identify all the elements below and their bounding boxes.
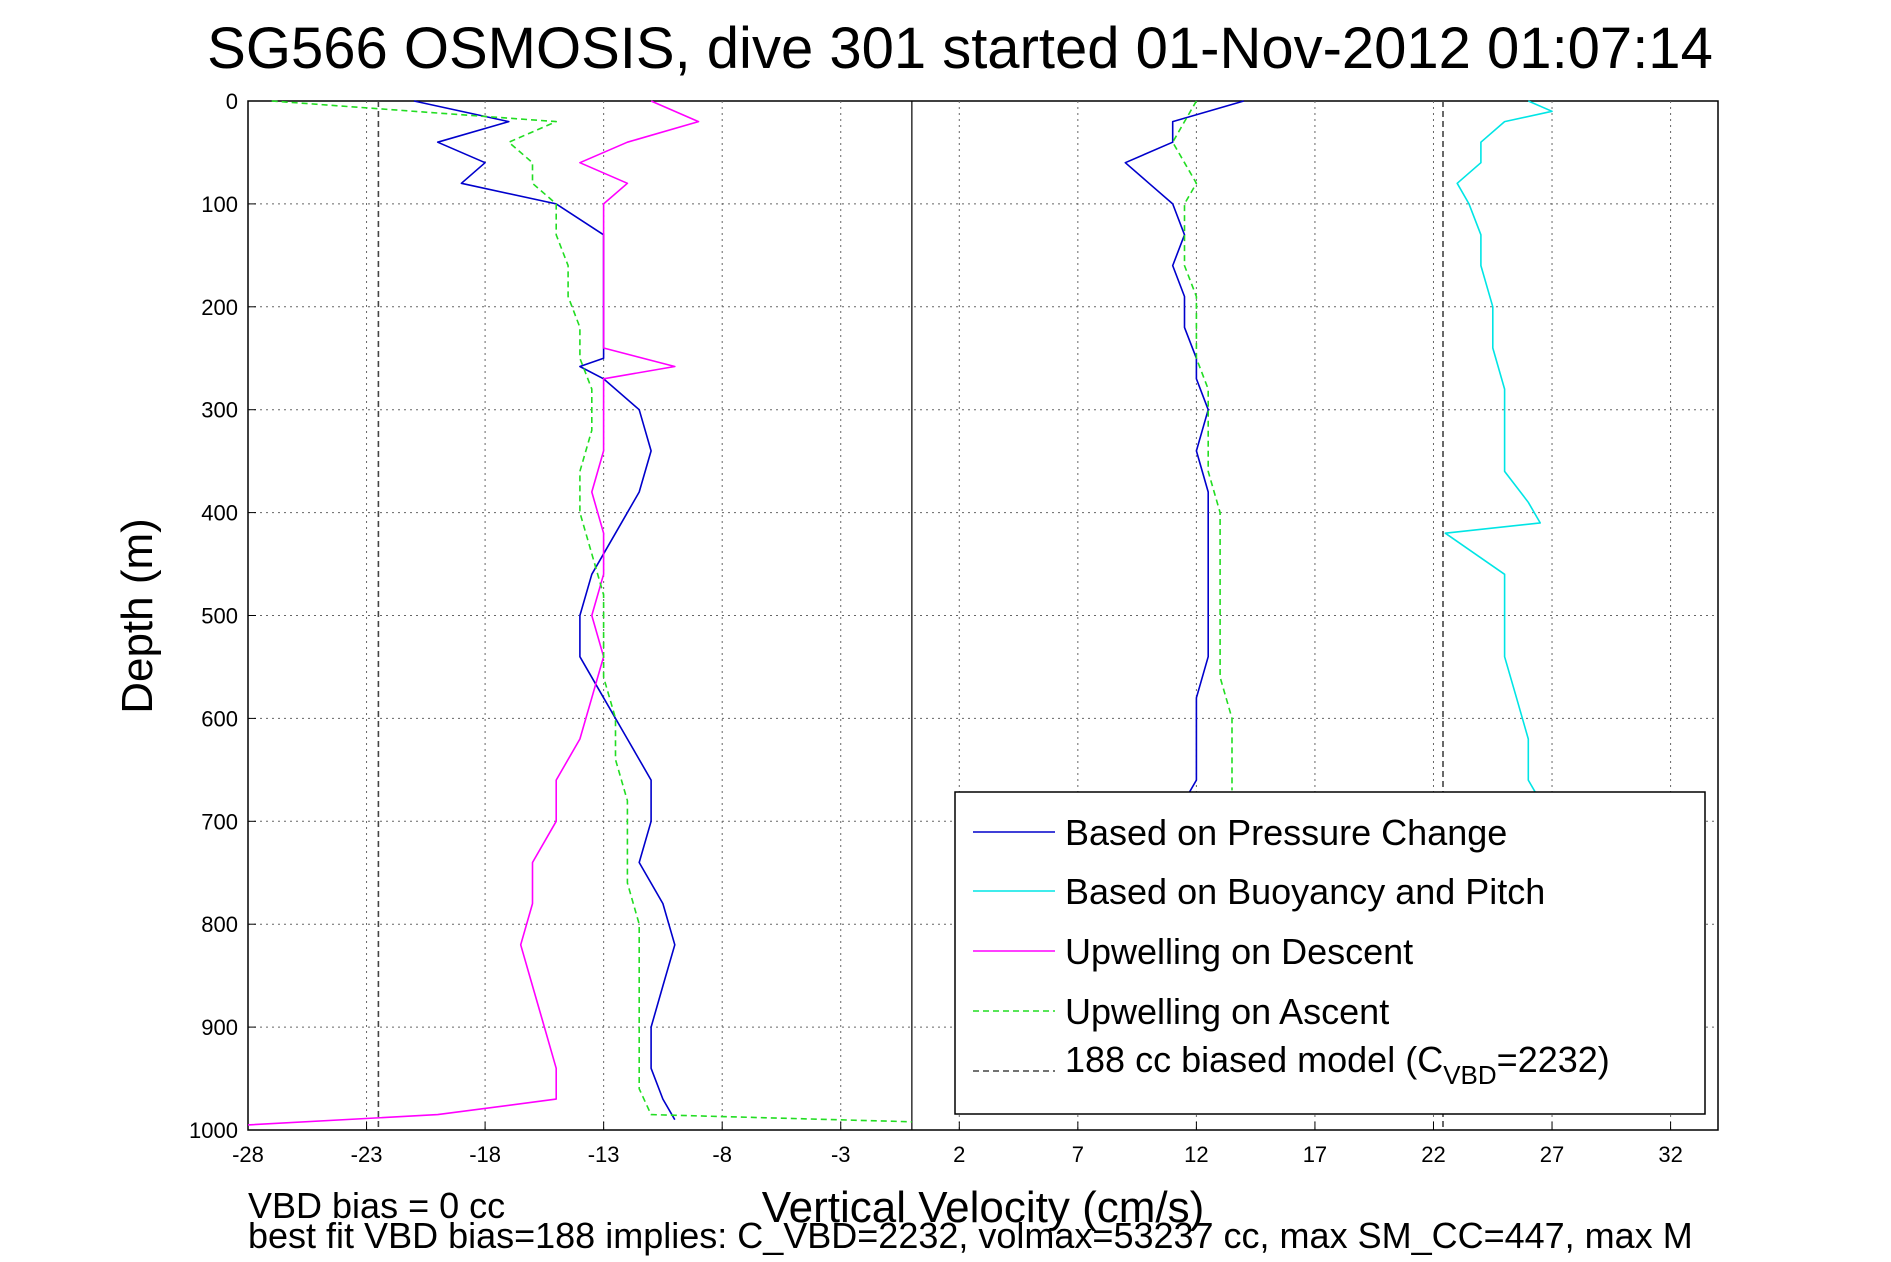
x-tick-label: -13 (588, 1142, 620, 1167)
y-tick-label: 700 (201, 809, 238, 834)
series-line-4 (271, 100, 912, 1123)
y-tick-labels: 0 100 200 300 400 500 600 700 800 900 1000 (189, 89, 238, 1143)
y-tick-label: 300 (201, 398, 238, 423)
x-tick-label: 27 (1540, 1142, 1564, 1167)
series-line-5 (1171, 100, 1233, 791)
series-line-1 (1124, 100, 1245, 802)
chart-title: SG566 OSMOSIS, dive 301 started 01-Nov-2… (207, 16, 1713, 81)
x-tick-label: -3 (831, 1142, 851, 1167)
legend-label-ascent: Upwelling on Ascent (1065, 991, 1389, 1032)
series-line-3 (247, 100, 700, 1126)
footer-vbd-bias: VBD bias = 0 cc (248, 1185, 505, 1226)
x-tick-labels: -28 -23 -18 -13 -8 -3 2 7 12 17 22 27 32 (232, 1142, 1683, 1167)
y-tick-label: 400 (201, 501, 238, 526)
y-tick-label: 200 (201, 295, 238, 320)
y-tick-label: 800 (201, 912, 238, 937)
footer-best-fit: best fit VBD bias=188 implies: C_VBD=223… (248, 1215, 1693, 1256)
x-tick-label: 7 (1072, 1142, 1084, 1167)
x-tick-label: 32 (1658, 1142, 1682, 1167)
series-line-2 (1444, 100, 1553, 802)
series-line-0 (413, 100, 676, 1121)
legend-model-subscript: VBD (1443, 1060, 1496, 1090)
x-tick-label: -23 (351, 1142, 383, 1167)
y-tick-label: 0 (226, 89, 238, 114)
x-tick-label: -18 (469, 1142, 501, 1167)
x-tick-label: 12 (1184, 1142, 1208, 1167)
legend-label-model: 188 cc biased model (CVBD=2232) (1065, 1039, 1610, 1090)
x-tick-label: 17 (1303, 1142, 1327, 1167)
y-tick-label: 600 (201, 706, 238, 731)
legend-model-suffix: =2232) (1497, 1039, 1610, 1080)
legend-label-pressure: Based on Pressure Change (1065, 812, 1507, 853)
y-tick-label: 100 (201, 192, 238, 217)
x-tick-label: -8 (712, 1142, 732, 1167)
y-tick-label: 500 (201, 604, 238, 629)
x-tick-label: 22 (1421, 1142, 1445, 1167)
series-layer (247, 100, 1553, 1130)
y-tick-label: 1000 (189, 1118, 238, 1143)
y-axis-label: Depth (m) (113, 518, 162, 714)
legend-box (954, 791, 1706, 1115)
x-axis-label: Vertical Velocity (cm/s) (762, 1183, 1205, 1232)
x-tick-label: 2 (953, 1142, 965, 1167)
legend: Based on Pressure Change Based on Buoyan… (954, 791, 1706, 1115)
legend-label-buoyancy: Based on Buoyancy and Pitch (1065, 871, 1545, 912)
legend-model-prefix: 188 cc biased model (C (1065, 1039, 1443, 1080)
x-tick-label: -28 (232, 1142, 264, 1167)
legend-label-descent: Upwelling on Descent (1065, 931, 1413, 972)
y-tick-label: 900 (201, 1015, 238, 1040)
